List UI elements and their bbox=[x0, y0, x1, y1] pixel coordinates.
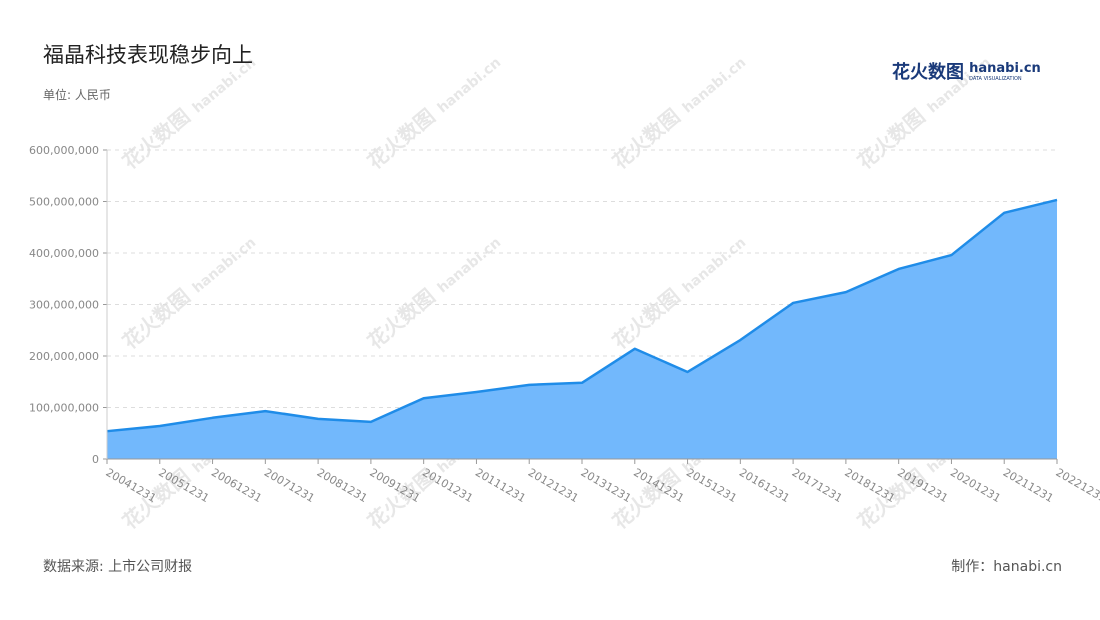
watermark-cn: 花火数图 bbox=[118, 284, 195, 354]
logo-cn: 花火数图 bbox=[892, 62, 964, 83]
logo-sub: DATA VISUALIZATION bbox=[969, 75, 1022, 82]
x-tick-label: 20111231 bbox=[473, 466, 528, 505]
y-tick-label: 300,000,000 bbox=[29, 299, 99, 312]
y-tick-label: 100,000,000 bbox=[29, 402, 99, 415]
x-tick-label: 20171231 bbox=[790, 466, 845, 505]
line bbox=[106, 198, 1058, 433]
logo-en-wrap: hanabi.cn DATA VISUALIZATION bbox=[969, 60, 1041, 84]
x-tick-label: 20211231 bbox=[1001, 466, 1056, 505]
credit: 制作：hanabi.cn bbox=[951, 559, 1062, 575]
y-tick-label: 400,000,000 bbox=[29, 247, 99, 260]
unit-label: 单位: 人民币 bbox=[43, 88, 111, 102]
watermark-cn: 花火数图 bbox=[118, 464, 195, 534]
watermark-cn: 花火数图 bbox=[118, 104, 195, 174]
watermark-cn: 花火数图 bbox=[363, 284, 440, 354]
watermark-cn: 花火数图 bbox=[608, 284, 685, 354]
x-tick-label: 20071231 bbox=[262, 466, 317, 505]
x-tick-label: 20151231 bbox=[684, 466, 739, 505]
watermark-en: hanabi.cn bbox=[435, 55, 504, 117]
logo-en: hanabi.cn bbox=[969, 60, 1041, 76]
logo: 花火数图 hanabi.cn DATA VISUALIZATION bbox=[892, 58, 1041, 84]
x-tick-label: 20131231 bbox=[579, 466, 634, 505]
x-tick-label: 20081231 bbox=[315, 466, 370, 505]
source: 数据来源: 上市公司财报 bbox=[43, 559, 193, 575]
x-tick-label: 20161231 bbox=[737, 466, 792, 505]
watermark-en: hanabi.cn bbox=[190, 235, 259, 297]
x-tick-label: 20121231 bbox=[526, 466, 581, 505]
watermark-cn: 花火数图 bbox=[853, 104, 930, 174]
area bbox=[107, 199, 1057, 459]
y-tick-label: 200,000,000 bbox=[29, 350, 99, 363]
x-tick-label: 20041231 bbox=[104, 466, 159, 505]
x-tick-label: 20061231 bbox=[209, 466, 264, 505]
chart-title: 福晶科技表现稳步向上 bbox=[43, 43, 253, 67]
y-tick-label: 600,000,000 bbox=[29, 144, 99, 157]
x-tick-label: 20221231 bbox=[1054, 466, 1100, 505]
watermark-en: hanabi.cn bbox=[435, 235, 504, 297]
watermark-en: hanabi.cn bbox=[680, 55, 749, 117]
x-tick-label: 20201231 bbox=[948, 466, 1003, 505]
watermark-cn: 花火数图 bbox=[608, 104, 685, 174]
watermark-cn: 花火数图 bbox=[363, 104, 440, 174]
watermark-en: hanabi.cn bbox=[680, 235, 749, 297]
y-tick-label: 0 bbox=[92, 453, 99, 466]
y-tick-label: 500,000,000 bbox=[29, 196, 99, 209]
